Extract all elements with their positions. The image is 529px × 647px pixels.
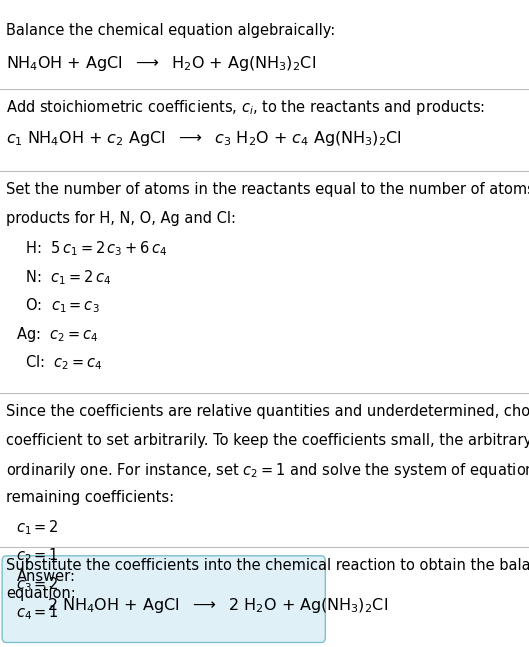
Text: Balance the chemical equation algebraically:: Balance the chemical equation algebraica… (6, 23, 335, 38)
Text: N:  $c_1 = 2\,c_4$: N: $c_1 = 2\,c_4$ (16, 268, 111, 287)
Text: remaining coefficients:: remaining coefficients: (6, 490, 175, 505)
Text: Add stoichiometric coefficients, $c_i$, to the reactants and products:: Add stoichiometric coefficients, $c_i$, … (6, 98, 486, 117)
Text: Substitute the coefficients into the chemical reaction to obtain the balanced: Substitute the coefficients into the che… (6, 558, 529, 573)
Text: Answer:: Answer: (17, 569, 76, 584)
Text: NH$_4$OH + AgCl  $\longrightarrow$  H$_2$O + Ag(NH$_3$)$_2$Cl: NH$_4$OH + AgCl $\longrightarrow$ H$_2$O… (6, 54, 316, 72)
Text: equation:: equation: (6, 586, 76, 601)
Text: $c_1 = 2$: $c_1 = 2$ (16, 518, 59, 537)
Text: $c_1$ NH$_4$OH + $c_2$ AgCl  $\longrightarrow$  $c_3$ H$_2$O + $c_4$ Ag(NH$_3$)$: $c_1$ NH$_4$OH + $c_2$ AgCl $\longrighta… (6, 129, 402, 148)
Text: products for H, N, O, Ag and Cl:: products for H, N, O, Ag and Cl: (6, 211, 236, 226)
Text: ordinarily one. For instance, set $c_2 = 1$ and solve the system of equations fo: ordinarily one. For instance, set $c_2 =… (6, 461, 529, 480)
Text: Cl:  $c_2 = c_4$: Cl: $c_2 = c_4$ (16, 353, 103, 372)
Text: $c_2 = 1$: $c_2 = 1$ (16, 547, 59, 565)
FancyBboxPatch shape (2, 556, 325, 642)
Text: 2 NH$_4$OH + AgCl  $\longrightarrow$  2 H$_2$O + Ag(NH$_3$)$_2$Cl: 2 NH$_4$OH + AgCl $\longrightarrow$ 2 H$… (17, 596, 388, 615)
Text: O:  $c_1 = c_3$: O: $c_1 = c_3$ (16, 296, 99, 315)
Text: Ag:  $c_2 = c_4$: Ag: $c_2 = c_4$ (16, 325, 98, 344)
Text: coefficient to set arbitrarily. To keep the coefficients small, the arbitrary va: coefficient to set arbitrarily. To keep … (6, 433, 529, 448)
Text: $c_3 = 2$: $c_3 = 2$ (16, 575, 59, 594)
Text: Since the coefficients are relative quantities and underdetermined, choose a: Since the coefficients are relative quan… (6, 404, 529, 419)
Text: H:  $5\,c_1 = 2\,c_3 + 6\,c_4$: H: $5\,c_1 = 2\,c_3 + 6\,c_4$ (16, 239, 167, 258)
Text: $c_4 = 1$: $c_4 = 1$ (16, 604, 59, 622)
Text: Set the number of atoms in the reactants equal to the number of atoms in the: Set the number of atoms in the reactants… (6, 182, 529, 197)
